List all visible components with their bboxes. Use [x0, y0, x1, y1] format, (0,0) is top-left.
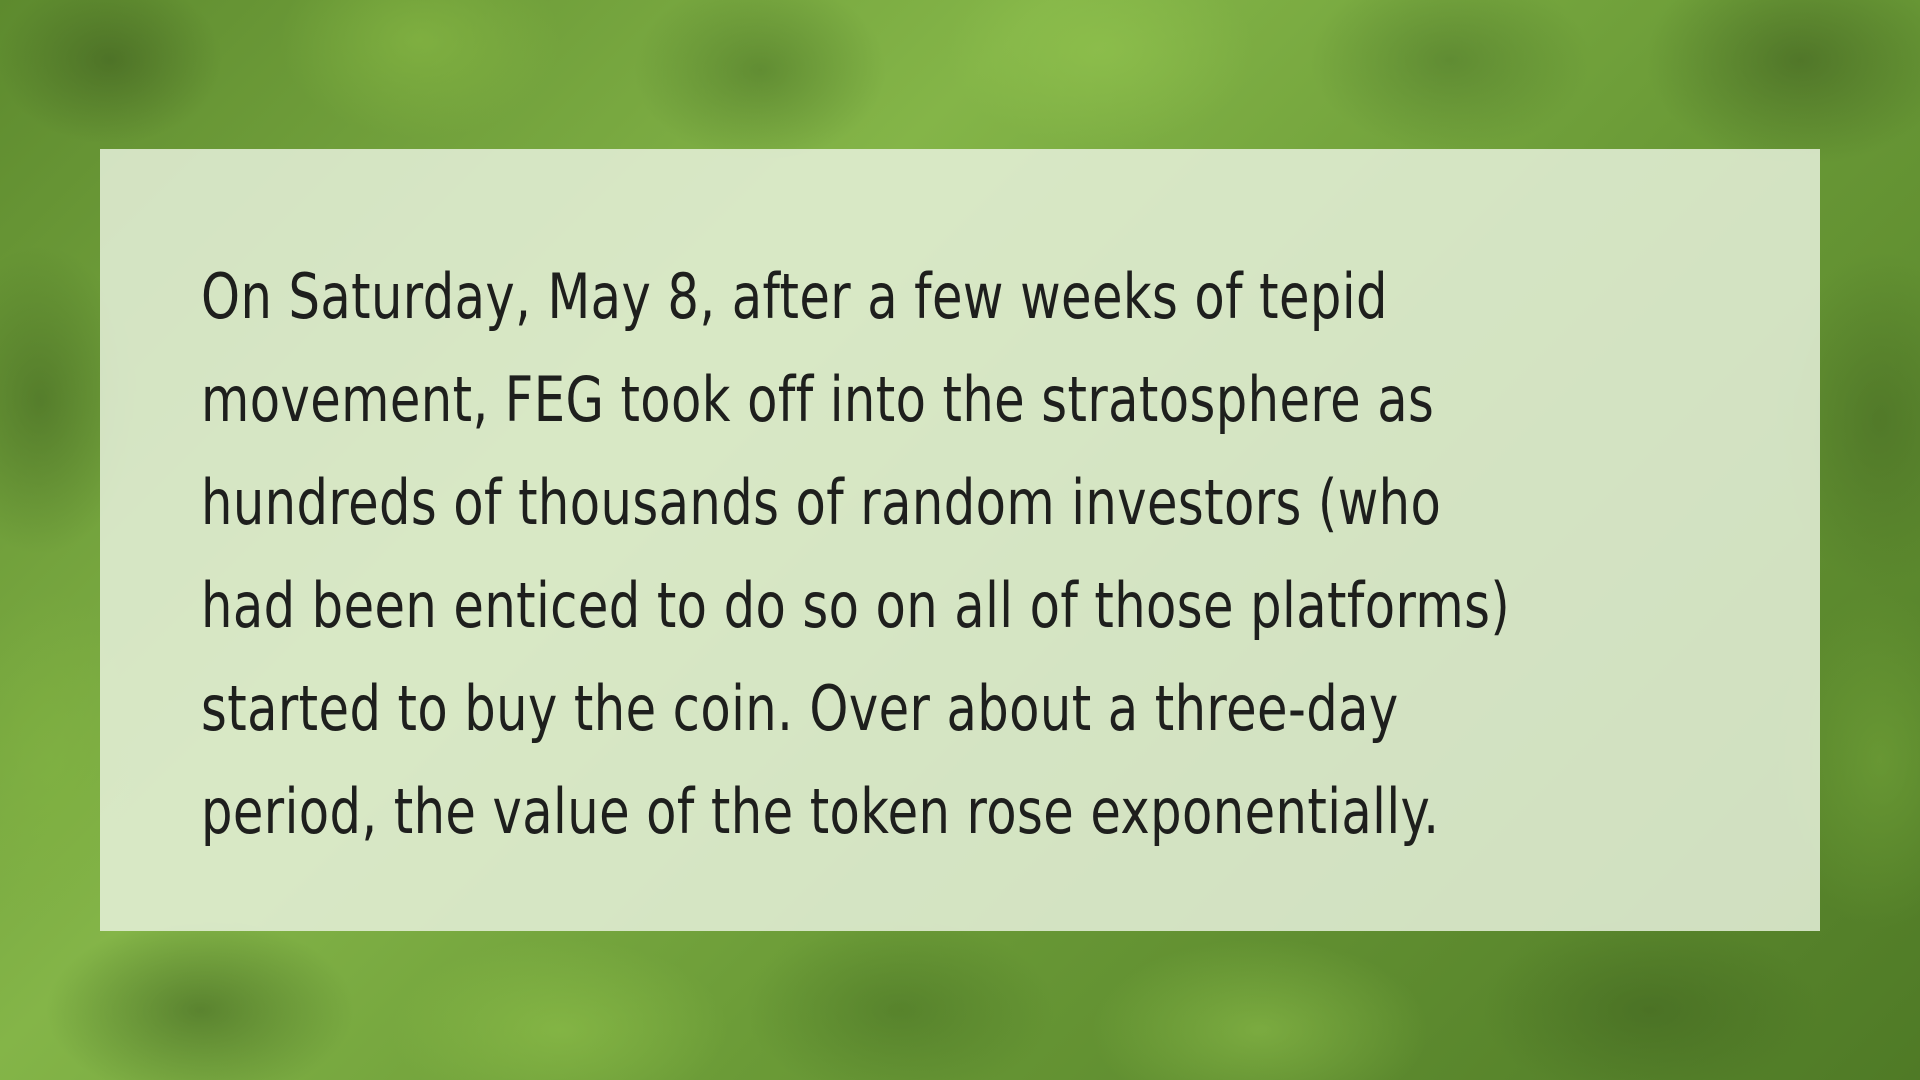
paragraph-line-1: On Saturday, May 8, after a few weeks of…	[201, 260, 1388, 333]
paragraph-text: On Saturday, May 8, after a few weeks of…	[201, 245, 1721, 863]
paragraph-line-6: period, the value of the token rose expo…	[201, 775, 1440, 848]
text-panel: On Saturday, May 8, after a few weeks of…	[100, 149, 1820, 931]
paragraph-line-4: had been enticed to do so on all of thos…	[201, 569, 1511, 642]
paragraph-line-2: movement, FEG took off into the stratosp…	[201, 363, 1435, 436]
paragraph-line-5: started to buy the coin. Over about a th…	[201, 672, 1399, 745]
paragraph-line-3: hundreds of thousands of random investor…	[201, 466, 1442, 539]
